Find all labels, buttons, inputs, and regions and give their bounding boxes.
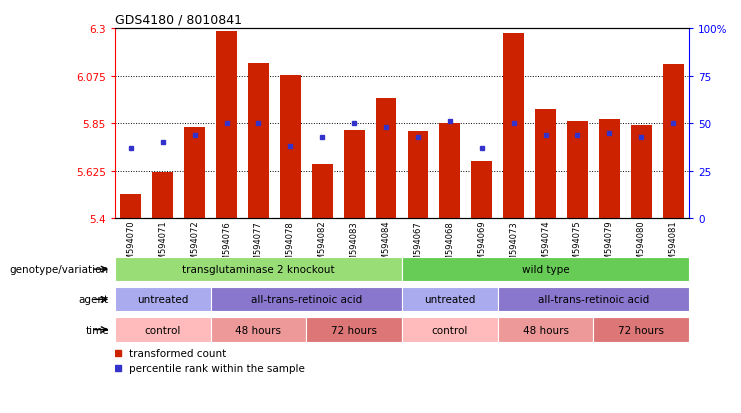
Text: agent: agent xyxy=(79,294,109,305)
Text: transformed count: transformed count xyxy=(129,349,227,358)
Bar xyxy=(498,318,594,342)
Bar xyxy=(306,318,402,342)
Bar xyxy=(503,34,524,219)
Text: control: control xyxy=(144,325,181,335)
Bar xyxy=(599,120,619,219)
Bar xyxy=(210,318,306,342)
Text: percentile rank within the sample: percentile rank within the sample xyxy=(129,363,305,373)
Text: all-trans-retinoic acid: all-trans-retinoic acid xyxy=(538,294,649,305)
Bar xyxy=(115,257,402,282)
Text: transglutaminase 2 knockout: transglutaminase 2 knockout xyxy=(182,264,335,275)
Bar xyxy=(498,287,689,312)
Bar xyxy=(280,75,301,219)
Bar xyxy=(439,124,460,219)
Text: time: time xyxy=(85,325,109,335)
Bar xyxy=(153,173,173,219)
Bar xyxy=(567,122,588,219)
Bar xyxy=(185,128,205,219)
Bar xyxy=(121,195,142,219)
Bar xyxy=(402,287,498,312)
Bar xyxy=(594,318,689,342)
Bar xyxy=(115,318,210,342)
Bar xyxy=(216,32,237,219)
Bar xyxy=(471,162,492,219)
Bar xyxy=(408,131,428,219)
Text: 72 hours: 72 hours xyxy=(618,325,664,335)
Text: all-trans-retinoic acid: all-trans-retinoic acid xyxy=(250,294,362,305)
Text: 72 hours: 72 hours xyxy=(331,325,377,335)
Bar xyxy=(535,110,556,219)
Text: wild type: wild type xyxy=(522,264,569,275)
Bar xyxy=(662,65,683,219)
Text: untreated: untreated xyxy=(424,294,476,305)
Text: 48 hours: 48 hours xyxy=(522,325,568,335)
Bar xyxy=(248,64,269,219)
Text: 48 hours: 48 hours xyxy=(236,325,282,335)
Bar xyxy=(631,126,651,219)
Text: untreated: untreated xyxy=(137,294,188,305)
Bar xyxy=(115,287,210,312)
Text: GDS4180 / 8010841: GDS4180 / 8010841 xyxy=(115,13,242,26)
Bar xyxy=(402,257,689,282)
Text: genotype/variation: genotype/variation xyxy=(10,264,109,275)
Bar xyxy=(376,99,396,219)
Text: control: control xyxy=(432,325,468,335)
Bar xyxy=(312,165,333,219)
Bar xyxy=(210,287,402,312)
Bar xyxy=(402,318,498,342)
Bar xyxy=(344,130,365,219)
